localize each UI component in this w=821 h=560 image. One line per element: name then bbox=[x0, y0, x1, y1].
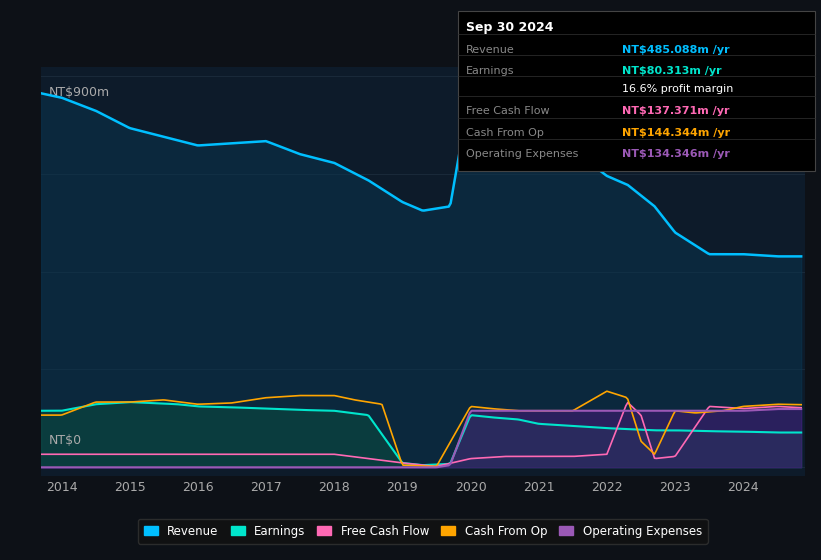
Text: 16.6% profit margin: 16.6% profit margin bbox=[622, 84, 734, 94]
Text: NT$134.346m /yr: NT$134.346m /yr bbox=[622, 149, 730, 159]
Legend: Revenue, Earnings, Free Cash Flow, Cash From Op, Operating Expenses: Revenue, Earnings, Free Cash Flow, Cash … bbox=[138, 519, 708, 544]
Text: Free Cash Flow: Free Cash Flow bbox=[466, 106, 550, 116]
Text: NT$900m: NT$900m bbox=[48, 86, 110, 99]
Text: NT$485.088m /yr: NT$485.088m /yr bbox=[622, 45, 730, 55]
Text: Cash From Op: Cash From Op bbox=[466, 128, 544, 138]
Text: Revenue: Revenue bbox=[466, 45, 515, 55]
Text: NT$144.344m /yr: NT$144.344m /yr bbox=[622, 128, 731, 138]
Text: NT$80.313m /yr: NT$80.313m /yr bbox=[622, 66, 722, 76]
Text: NT$0: NT$0 bbox=[48, 435, 82, 447]
Text: Operating Expenses: Operating Expenses bbox=[466, 149, 579, 159]
Text: Sep 30 2024: Sep 30 2024 bbox=[466, 21, 554, 34]
Text: NT$137.371m /yr: NT$137.371m /yr bbox=[622, 106, 730, 116]
Text: Earnings: Earnings bbox=[466, 66, 515, 76]
